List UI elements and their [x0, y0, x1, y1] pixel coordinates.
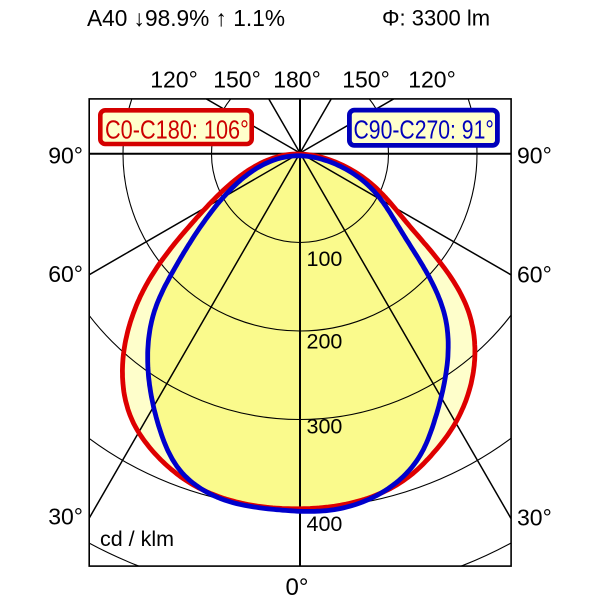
svg-text:100: 100	[307, 247, 343, 271]
svg-text:30°: 30°	[48, 504, 83, 530]
svg-text:30°: 30°	[517, 505, 552, 531]
svg-text:400: 400	[307, 512, 343, 536]
svg-text:90°: 90°	[517, 143, 552, 169]
svg-text:120°: 120°	[150, 67, 198, 93]
svg-text:150°: 150°	[213, 67, 261, 93]
svg-text:Φ: 3300 lm: Φ: 3300 lm	[382, 6, 490, 31]
svg-text:120°: 120°	[408, 67, 456, 93]
svg-text:200: 200	[307, 330, 343, 354]
svg-text:60°: 60°	[48, 261, 83, 287]
svg-text:60°: 60°	[517, 262, 552, 288]
svg-text:180°: 180°	[273, 67, 321, 93]
svg-text:cd / klm: cd / klm	[100, 527, 174, 551]
svg-text:300: 300	[307, 415, 343, 439]
svg-text:90°: 90°	[48, 143, 83, 169]
svg-text:C0-C180: 106°: C0-C180: 106°	[105, 116, 249, 145]
svg-text:0°: 0°	[286, 574, 309, 600]
svg-text:150°: 150°	[342, 67, 390, 93]
svg-text:A40 ↓98.9% ↑ 1.1%: A40 ↓98.9% ↑ 1.1%	[87, 5, 285, 31]
svg-text:C90-C270: 91°: C90-C270: 91°	[354, 117, 494, 146]
